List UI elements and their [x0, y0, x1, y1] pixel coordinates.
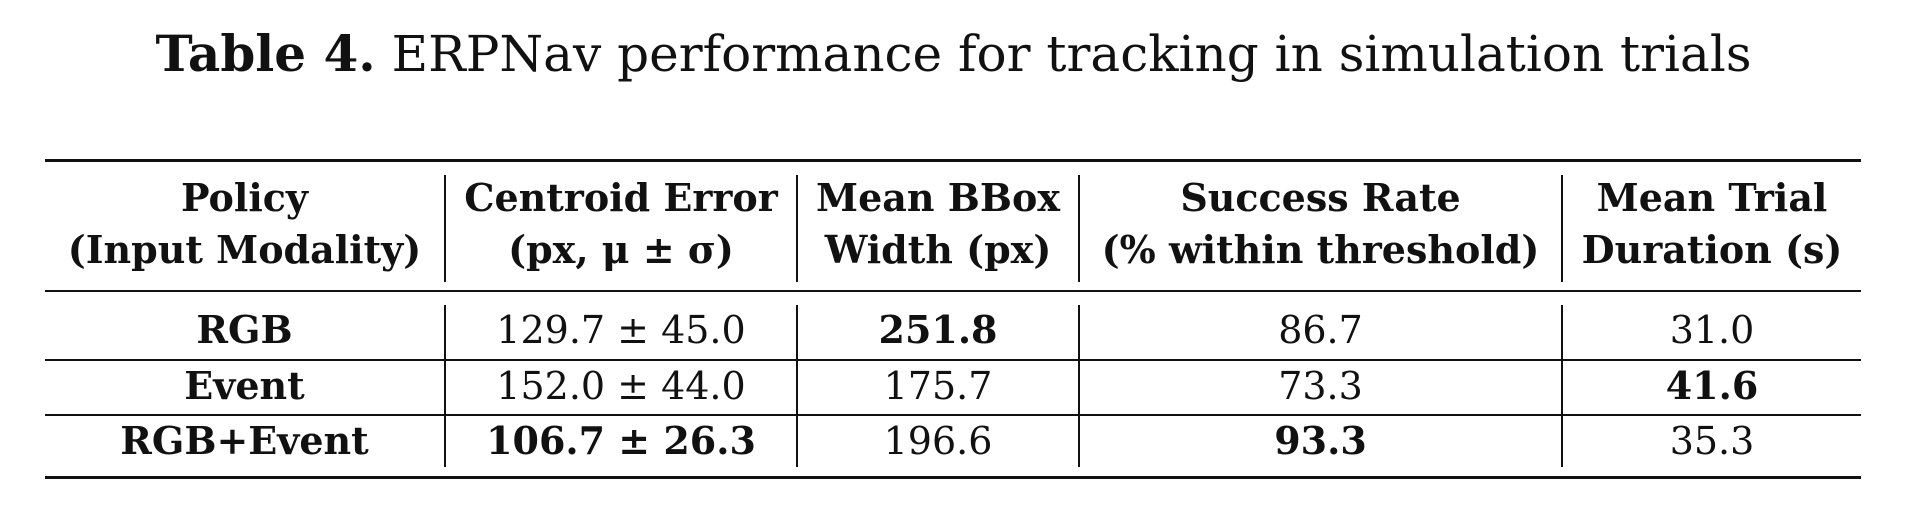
header-policy-line2: (Input Modality) — [67, 227, 422, 272]
table-row-1-policy: RGB — [196, 307, 293, 352]
header-success-rate: Success Rate (% within threshold) — [1080, 172, 1561, 276]
header-policy-line1: Policy — [181, 175, 308, 220]
table-row-1-success-rate: 86.7 — [1278, 308, 1363, 352]
table-row-2-bbox-width: 175.7 — [883, 364, 993, 408]
header-separator-4 — [1561, 175, 1563, 282]
table-row-3-bbox-width: 196.6 — [883, 419, 993, 463]
body-separator-2 — [796, 305, 798, 467]
header-separator-3 — [1078, 175, 1080, 282]
header-separator-2 — [796, 175, 798, 282]
table-row-2-success-rate: 73.3 — [1278, 364, 1363, 408]
bottom-rule — [45, 476, 1861, 479]
table-row-3-centroid-error: 106.7 ± 26.3 — [486, 418, 756, 463]
table-caption-label: Table 4. — [155, 24, 376, 83]
header-centroid-error-line1: Centroid Error — [464, 175, 778, 220]
table-row-1-bbox-width: 251.8 — [878, 307, 998, 352]
body-separator-3 — [1078, 305, 1080, 467]
row-rule-2 — [45, 414, 1861, 416]
header-centroid-error: Centroid Error (px, μ ± σ) — [446, 172, 796, 276]
header-separator-1 — [444, 175, 446, 282]
body-separator-4 — [1561, 305, 1563, 467]
header-duration-line2: Duration (s) — [1581, 227, 1843, 272]
table-row-1-duration: 31.0 — [1669, 308, 1755, 352]
table-row-2-duration: 41.6 — [1665, 363, 1759, 408]
table-row-3-duration: 35.3 — [1669, 419, 1755, 463]
header-rule — [45, 290, 1861, 292]
header-bbox-width-line2: Width (px) — [824, 227, 1052, 272]
table-row-2-centroid-error: 152.0 ± 44.0 — [496, 364, 746, 408]
header-duration-line1: Mean Trial — [1596, 175, 1828, 220]
header-success-rate-line1: Success Rate — [1180, 175, 1461, 220]
table-row-3-success-rate: 93.3 — [1274, 418, 1367, 463]
table-caption: Table 4. ERPNav performance for tracking… — [0, 24, 1907, 84]
table-row-3-policy: RGB+Event — [120, 418, 369, 463]
body-separator-1 — [444, 305, 446, 467]
header-bbox-width-line1: Mean BBox — [816, 175, 1060, 220]
header-duration: Mean Trial Duration (s) — [1563, 172, 1861, 276]
table-row-2-policy: Event — [184, 363, 305, 408]
header-bbox-width: Mean BBox Width (px) — [798, 172, 1078, 276]
table-caption-text: ERPNav performance for tracking in simul… — [391, 25, 1752, 83]
row-rule-1 — [45, 359, 1861, 361]
table-row-1-centroid-error: 129.7 ± 45.0 — [496, 308, 746, 352]
header-success-rate-line2: (% within threshold) — [1101, 227, 1540, 272]
top-rule — [45, 159, 1861, 162]
header-policy: Policy (Input Modality) — [45, 172, 444, 276]
header-centroid-error-line2: (px, μ ± σ) — [508, 227, 734, 272]
